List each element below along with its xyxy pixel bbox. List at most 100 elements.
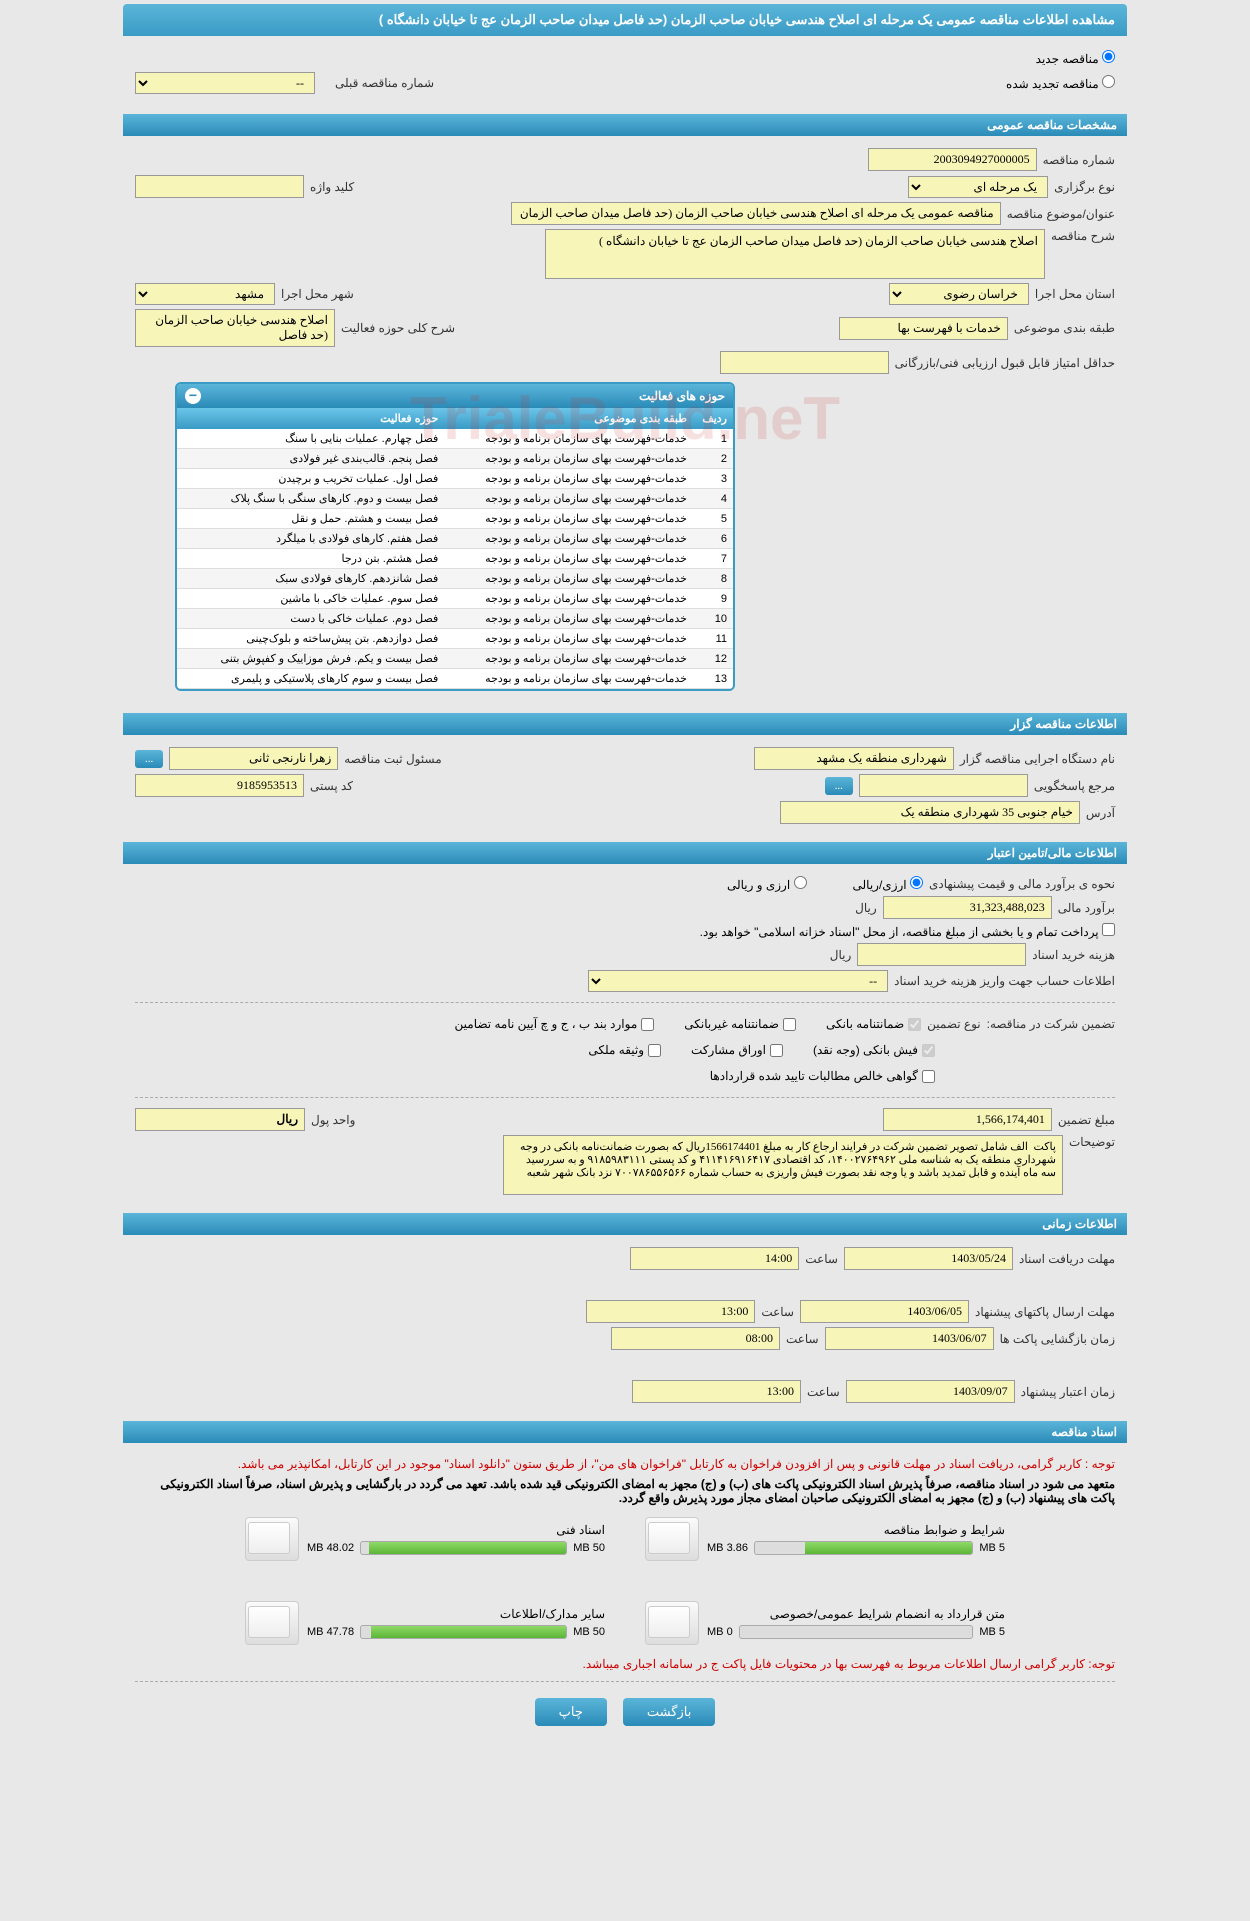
table-row: 8خدمات-فهرست بهای سازمان برنامه و بودجهف…	[177, 569, 733, 589]
collapse-icon[interactable]: −	[185, 388, 201, 404]
folder-icon	[645, 1601, 699, 1645]
activity-scope-field[interactable]	[135, 309, 335, 347]
table-row: 11خدمات-فهرست بهای سازمان برنامه و بودجه…	[177, 629, 733, 649]
exec-field[interactable]	[754, 747, 954, 770]
keyword-field[interactable]	[135, 175, 304, 198]
table-row: 7خدمات-فهرست بهای سازمان برنامه و بودجهف…	[177, 549, 733, 569]
doc-item[interactable]: متن قرارداد به انضمام شرایط عمومی/خصوصی …	[645, 1601, 1005, 1645]
doc-cost-field[interactable]	[857, 943, 1026, 966]
payment-note-check[interactable]: پرداخت تمام و یا بخشی از مبلغ مناقصه، از…	[700, 923, 1115, 939]
docs-note1: توجه : کاربر گرامی، دریافت اسناد در مهلت…	[135, 1457, 1115, 1471]
postal-field[interactable]	[135, 774, 304, 797]
address-field[interactable]	[780, 801, 1080, 824]
open-label: زمان بازگشایی پاکت ها	[1000, 1332, 1115, 1346]
send-bids-date[interactable]	[800, 1300, 969, 1323]
g2-check[interactable]: ضمانتنامه غیربانکی	[684, 1017, 796, 1031]
g-unit-field[interactable]	[135, 1108, 305, 1131]
activities-panel-title: حوزه های فعالیت	[639, 389, 725, 403]
contact-field[interactable]	[859, 774, 1028, 797]
g7-check[interactable]: گواهی خالص مطالبات تایید شده قراردادها	[710, 1069, 935, 1083]
address-label: آدرس	[1086, 806, 1115, 820]
city-select[interactable]: مشهد	[135, 283, 275, 305]
reg-resp-label: مسئول ثبت مناقصه	[344, 752, 441, 766]
type-select[interactable]: یک مرحله ای	[908, 176, 1048, 198]
doc-name: سایر مدارک/اطلاعات	[307, 1607, 605, 1621]
folder-icon	[245, 1601, 299, 1645]
g-unit-label: واحد پول	[311, 1113, 355, 1127]
g4-check[interactable]: فیش بانکی (وجه نقد)	[813, 1043, 935, 1057]
g3-check[interactable]: موارد بند ب ، ج و چ آیین نامه تضامین	[455, 1017, 655, 1031]
col-row: ردیف	[693, 408, 733, 429]
title-label: عنوان/موضوع مناقصه	[1007, 207, 1115, 221]
g1-check[interactable]: ضمانتنامه بانکی	[826, 1017, 921, 1031]
prev-number-label: شماره مناقصه قبلی	[335, 76, 434, 90]
doc-name: اسناد فنی	[307, 1523, 605, 1537]
prev-number-select[interactable]: --	[135, 72, 315, 94]
open-time[interactable]	[611, 1327, 780, 1350]
g-amount-field[interactable]	[883, 1108, 1052, 1131]
title-field[interactable]	[511, 202, 1001, 225]
table-row: 1خدمات-فهرست بهای سازمان برنامه و بودجهف…	[177, 429, 733, 449]
tender-no-label: شماره مناقصه	[1043, 153, 1115, 167]
validity-time[interactable]	[632, 1380, 801, 1403]
type-label: نوع برگزاری	[1054, 180, 1115, 194]
open-date[interactable]	[825, 1327, 994, 1350]
table-row: 10خدمات-فهرست بهای سازمان برنامه و بودجه…	[177, 609, 733, 629]
exec-label: نام دستگاه اجرایی مناقصه گزار	[960, 752, 1115, 766]
province-select[interactable]: خراسان رضوی	[889, 283, 1029, 305]
doc-item[interactable]: سایر مدارک/اطلاعات 50 MB 47.78 MB	[245, 1601, 605, 1645]
fin-desc-label: توضیحات	[1069, 1135, 1115, 1149]
account-select[interactable]: --	[588, 970, 888, 992]
doc-item[interactable]: شرایط و ضوابط مناقصه 5 MB 3.86 MB	[645, 1517, 1005, 1561]
desc-label: شرح مناقصه	[1051, 229, 1115, 243]
table-row: 2خدمات-فهرست بهای سازمان برنامه و بودجهف…	[177, 449, 733, 469]
table-row: 12خدمات-فهرست بهای سازمان برنامه و بودجه…	[177, 649, 733, 669]
section-general: مشخصات مناقصه عمومی	[123, 114, 1127, 136]
method-rial-radio[interactable]: ارزی/ریالی	[853, 876, 923, 892]
activities-panel: حوزه های فعالیت − ردیف طبقه بندی موضوعی …	[175, 382, 735, 691]
table-row: 5خدمات-فهرست بهای سازمان برنامه و بودجهف…	[177, 509, 733, 529]
subject-class-field[interactable]	[839, 317, 1008, 340]
min-score-field[interactable]	[720, 351, 889, 374]
receive-docs-time[interactable]	[630, 1247, 799, 1270]
send-bids-time[interactable]	[586, 1300, 755, 1323]
receive-docs-date[interactable]	[844, 1247, 1013, 1270]
col-scope: حوزه فعالیت	[177, 408, 444, 429]
method-both-radio[interactable]: ارزی و ریالی	[727, 876, 807, 892]
print-button[interactable]: چاپ	[535, 1698, 607, 1726]
min-score-label: حداقل امتیاز قابل قبول ارزیابی فنی/بازرگ…	[895, 356, 1115, 370]
table-row: 4خدمات-فهرست بهای سازمان برنامه و بودجهف…	[177, 489, 733, 509]
method-label: نحوه ی برآورد مالی و قیمت پیشنهادی	[929, 877, 1115, 891]
estimate-field[interactable]	[883, 896, 1052, 919]
receive-docs-label: مهلت دریافت اسناد	[1019, 1252, 1115, 1266]
radio-renewed-tender[interactable]: مناقصه تجدید شده	[1006, 75, 1115, 91]
page-title: مشاهده اطلاعات مناقصه عمومی یک مرحله ای …	[123, 4, 1127, 36]
docs-bottom-note: توجه: کاربر گرامی ارسال اطلاعات مربوط به…	[135, 1657, 1115, 1671]
tender-no-field[interactable]	[868, 148, 1037, 171]
section-timing: اطلاعات زمانی	[123, 1213, 1127, 1235]
g5-check[interactable]: اوراق مشارکت	[691, 1043, 783, 1057]
validity-date[interactable]	[846, 1380, 1015, 1403]
g-amount-label: مبلغ تضمین	[1058, 1113, 1115, 1127]
doc-name: شرایط و ضوابط مناقصه	[707, 1523, 1005, 1537]
doc-name: متن قرارداد به انضمام شرایط عمومی/خصوصی	[707, 1607, 1005, 1621]
g6-check[interactable]: وثیقه ملکی	[588, 1043, 661, 1057]
send-bids-label: مهلت ارسال پاکتهای پیشنهاد	[975, 1305, 1115, 1319]
contact-lookup-button[interactable]: ...	[825, 777, 853, 795]
keyword-label: کلید واژه	[310, 180, 354, 194]
fin-desc-field[interactable]	[503, 1135, 1063, 1195]
activities-table: ردیف طبقه بندی موضوعی حوزه فعالیت 1خدمات…	[177, 408, 733, 689]
doc-item[interactable]: اسناد فنی 50 MB 48.02 MB	[245, 1517, 605, 1561]
desc-field[interactable]	[545, 229, 1045, 279]
back-button[interactable]: بازگشت	[623, 1698, 715, 1726]
radio-new-tender[interactable]: مناقصه جدید	[1036, 50, 1115, 66]
reg-resp-field[interactable]	[169, 747, 338, 770]
folder-icon	[645, 1517, 699, 1561]
guarantee-type-label: نوع تضمین	[927, 1017, 980, 1031]
postal-label: کد پستی	[310, 779, 353, 793]
section-docs: اسناد مناقصه	[123, 1421, 1127, 1443]
table-row: 3خدمات-فهرست بهای سازمان برنامه و بودجهف…	[177, 469, 733, 489]
docs-note2: متعهد می شود در اسناد مناقصه، صرفاً پذیر…	[135, 1477, 1115, 1505]
table-row: 6خدمات-فهرست بهای سازمان برنامه و بودجهف…	[177, 529, 733, 549]
reg-resp-lookup-button[interactable]: ...	[135, 750, 163, 768]
